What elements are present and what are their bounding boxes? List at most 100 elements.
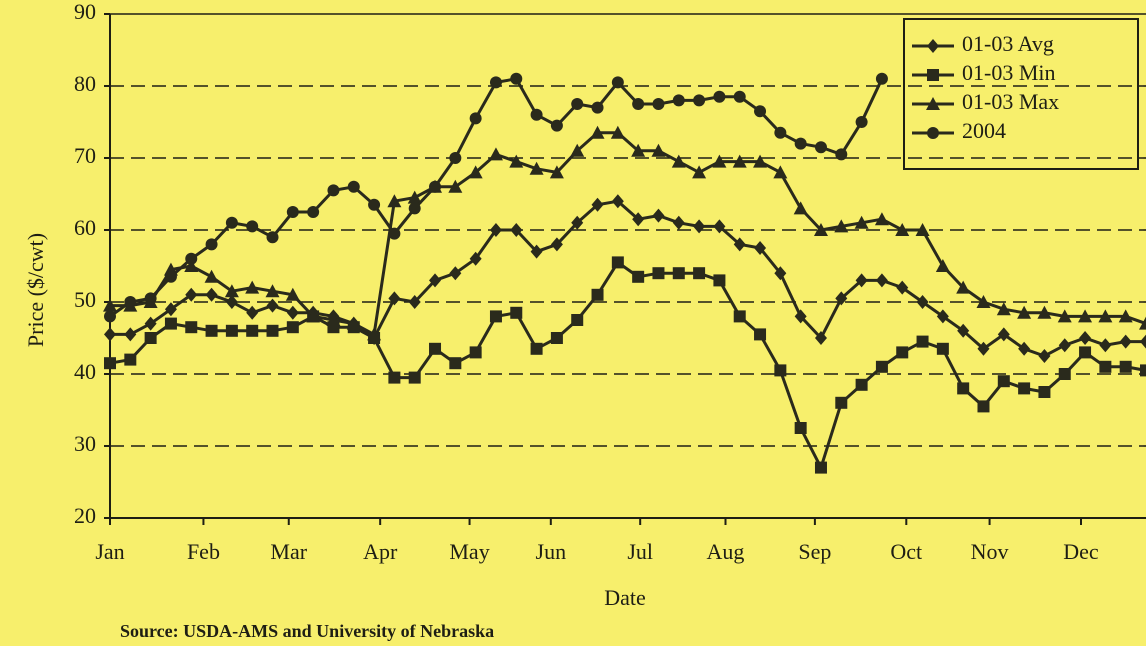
marker <box>1018 382 1031 395</box>
marker <box>510 306 523 319</box>
marker <box>1140 334 1146 349</box>
marker <box>489 223 502 237</box>
marker <box>347 180 360 193</box>
x-tick-label: Dec <box>1063 539 1099 564</box>
marker <box>368 198 381 211</box>
marker <box>571 215 584 230</box>
marker <box>449 152 462 164</box>
marker <box>185 321 198 334</box>
marker <box>449 266 462 281</box>
marker <box>855 273 868 288</box>
marker <box>571 314 584 326</box>
marker <box>549 165 564 179</box>
marker <box>307 206 320 218</box>
marker <box>997 375 1010 388</box>
marker <box>672 215 685 230</box>
marker <box>956 280 971 294</box>
marker <box>927 127 939 139</box>
x-tick-label: Apr <box>363 539 398 564</box>
marker <box>489 76 502 89</box>
marker <box>103 298 117 312</box>
marker <box>489 310 502 323</box>
marker <box>124 353 137 366</box>
marker <box>550 237 563 252</box>
marker <box>672 94 685 107</box>
marker <box>224 284 239 298</box>
marker <box>529 161 544 175</box>
marker <box>713 219 726 234</box>
marker <box>977 341 990 356</box>
marker <box>896 280 909 295</box>
marker <box>895 223 910 236</box>
marker <box>306 309 321 323</box>
marker <box>754 105 767 118</box>
marker <box>388 227 401 240</box>
marker <box>732 154 747 168</box>
marker <box>631 143 646 157</box>
marker <box>874 212 889 226</box>
legend-label: 01-03 Max <box>962 89 1059 114</box>
marker <box>144 292 157 305</box>
x-tick-label: May <box>449 539 489 564</box>
y-tick-label: 20 <box>74 503 96 528</box>
marker <box>651 143 666 157</box>
marker <box>408 202 421 215</box>
marker <box>104 357 116 370</box>
y-axis-label: Price ($/cwt) <box>23 233 48 347</box>
x-axis-label: Date <box>604 585 646 610</box>
marker <box>794 422 807 434</box>
marker <box>835 396 848 409</box>
marker <box>1057 309 1072 323</box>
legend-label: 01-03 Avg <box>962 31 1054 56</box>
x-tick-label: Mar <box>270 539 307 564</box>
marker <box>693 267 706 280</box>
marker <box>429 342 442 355</box>
marker <box>205 238 218 251</box>
y-tick-label: 80 <box>74 71 96 96</box>
marker <box>509 154 524 168</box>
marker <box>184 259 199 272</box>
marker <box>246 324 259 337</box>
marker <box>875 273 888 288</box>
marker <box>712 154 727 168</box>
marker <box>387 194 402 208</box>
marker <box>957 323 970 338</box>
marker <box>693 219 706 234</box>
marker <box>286 206 299 218</box>
marker <box>1017 305 1032 319</box>
legend-label: 2004 <box>962 118 1006 143</box>
legend-label: 01-03 Min <box>962 60 1056 85</box>
series-line <box>109 77 884 318</box>
y-tick-label: 90 <box>74 0 96 24</box>
marker <box>388 291 401 306</box>
marker <box>469 112 482 125</box>
y-tick-label: 50 <box>74 287 96 312</box>
marker <box>794 137 807 150</box>
marker <box>713 274 726 287</box>
marker <box>1079 331 1092 345</box>
marker <box>632 98 645 110</box>
series-line <box>110 131 1146 337</box>
marker <box>1098 309 1113 323</box>
marker <box>591 197 604 212</box>
marker <box>672 267 685 280</box>
marker <box>611 76 624 89</box>
marker <box>976 295 991 308</box>
y-tick-label: 70 <box>74 143 96 168</box>
marker <box>205 287 218 302</box>
marker <box>1119 360 1132 373</box>
marker <box>1139 316 1146 330</box>
x-tick-label: Jan <box>95 539 124 564</box>
marker <box>570 143 585 157</box>
marker <box>652 98 665 110</box>
marker <box>388 371 401 384</box>
marker <box>468 165 483 179</box>
marker <box>591 288 604 301</box>
marker <box>996 302 1011 316</box>
series-line <box>109 260 1146 472</box>
marker <box>510 72 523 85</box>
marker <box>754 328 767 341</box>
marker <box>1038 386 1051 398</box>
marker <box>855 116 868 128</box>
